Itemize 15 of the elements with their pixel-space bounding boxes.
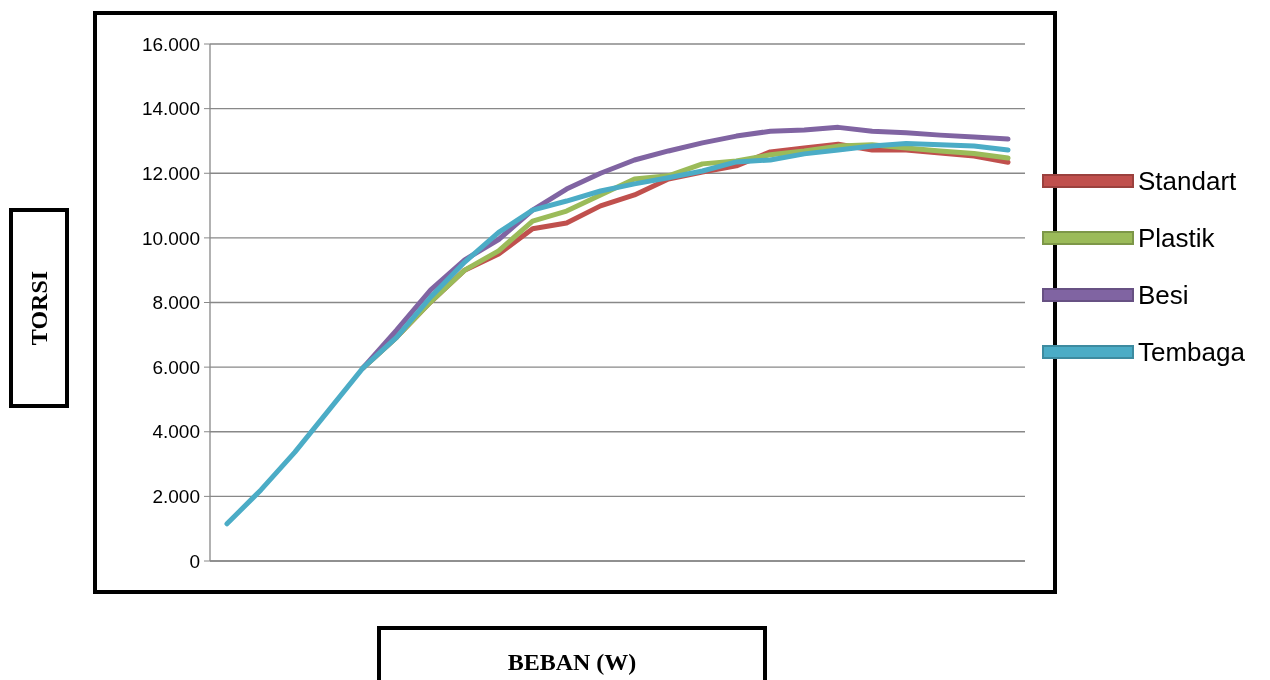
- y-tick-label: 14.000: [141, 98, 200, 120]
- y-tick-label: 8.000: [152, 292, 200, 314]
- y-tick-label: 12.000: [141, 162, 200, 184]
- y-axis-title: TORSI: [26, 270, 52, 346]
- y-tick-label: 4.000: [152, 421, 200, 443]
- legend-label: Standart: [1138, 166, 1238, 197]
- x-axis-title: BEBAN (W): [507, 649, 637, 675]
- legend-label: Tembaga: [1138, 337, 1246, 368]
- y-tick-label: 16.000: [141, 33, 200, 55]
- y-tick-label: 2.000: [152, 486, 200, 508]
- y-tick-label: 10.000: [141, 227, 200, 249]
- y-tick-label: 6.000: [152, 356, 200, 378]
- legend-label: Besi: [1138, 280, 1189, 311]
- legend-label: Plastik: [1138, 223, 1216, 254]
- y-tick-label: 0: [189, 550, 200, 572]
